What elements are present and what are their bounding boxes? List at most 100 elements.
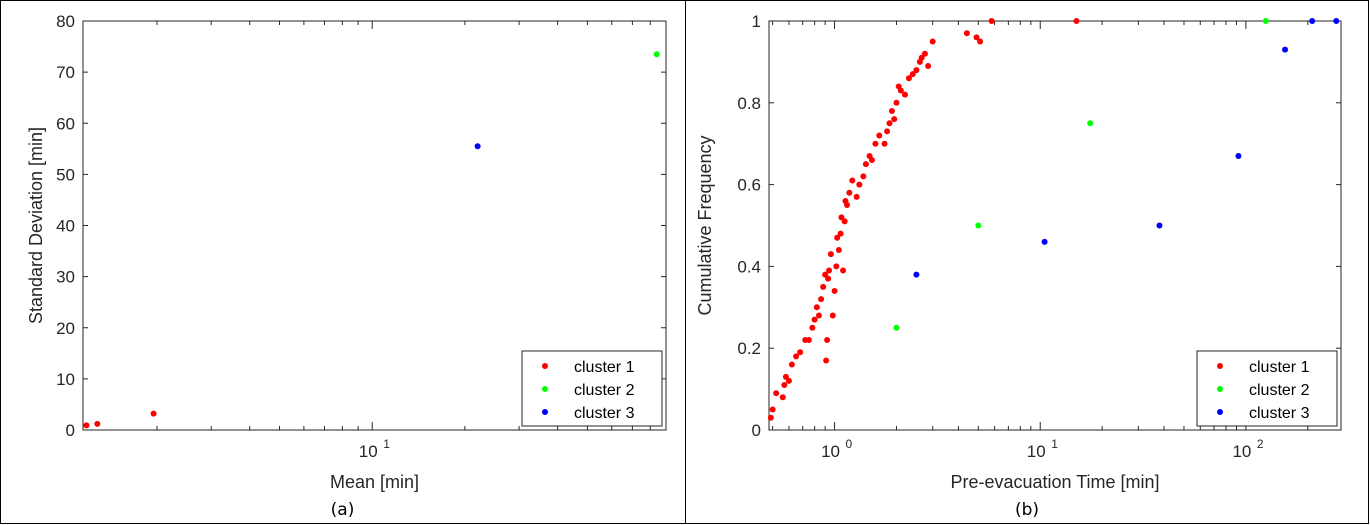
legend-label: cluster 1 xyxy=(1249,359,1310,376)
data-point xyxy=(813,304,820,311)
data-point xyxy=(767,414,774,421)
y-tick-label: 60 xyxy=(56,114,75,133)
data-point xyxy=(474,143,481,150)
legend-label: cluster 3 xyxy=(1249,405,1310,422)
data-point xyxy=(905,75,912,82)
x-tick-label: 10 xyxy=(359,442,378,461)
data-point xyxy=(811,316,818,323)
data-point xyxy=(1282,46,1289,53)
plot-area-box xyxy=(768,20,1342,431)
data-point xyxy=(653,51,660,58)
data-point xyxy=(929,38,936,45)
data-point xyxy=(862,161,869,168)
data-point xyxy=(840,267,847,274)
data-point xyxy=(886,120,893,127)
data-point xyxy=(773,390,780,397)
legend-label: cluster 2 xyxy=(574,382,635,399)
caption-a: (a) xyxy=(330,500,355,520)
x-tick-label: 10 xyxy=(821,442,840,461)
data-point xyxy=(921,50,928,57)
data-point xyxy=(872,140,879,147)
x-tick-label-exponent: 1 xyxy=(1051,437,1058,451)
data-point xyxy=(83,422,90,429)
legend-marker xyxy=(542,409,548,415)
data-point xyxy=(925,62,932,69)
legend-marker xyxy=(542,363,548,369)
data-point xyxy=(805,337,812,344)
y-tick-label: 0 xyxy=(66,421,75,440)
data-point xyxy=(823,357,830,364)
data-point xyxy=(797,349,804,356)
y-tick-label: 10 xyxy=(56,370,75,389)
data-point xyxy=(1041,238,1048,245)
legend-marker xyxy=(1217,409,1223,415)
data-point xyxy=(888,107,895,114)
data-point xyxy=(835,247,842,254)
data-point xyxy=(833,263,840,270)
data-point xyxy=(853,193,860,200)
data-point xyxy=(150,410,157,417)
data-point xyxy=(829,312,836,319)
y-tick-label: 80 xyxy=(56,12,75,31)
scatter-plot-a: 0 10 20 30 40 50 60 70 80 10 1 Mean [min] Standard D… xyxy=(26,12,667,492)
data-point xyxy=(1262,18,1269,24)
data-point xyxy=(913,67,920,74)
y-axis-label: Cumulative Frequency xyxy=(695,135,715,315)
data-point xyxy=(868,157,875,164)
y-axis-label: Standard Deviation [min] xyxy=(26,127,46,324)
data-point xyxy=(824,337,831,344)
x-tick-label: 10 xyxy=(1232,442,1251,461)
data-point xyxy=(881,140,888,147)
data-point xyxy=(820,283,827,290)
x-tick-label-exponent: 0 xyxy=(846,437,853,451)
data-point xyxy=(1235,152,1242,159)
y-tick-label: 0.8 xyxy=(737,94,761,113)
data-point xyxy=(897,87,904,94)
data-point xyxy=(901,91,908,98)
data-point xyxy=(1156,222,1163,229)
panel-b: 0 0.2 0.4 0.6 0.8 1 10 0 10 1 10 2 Pre-evacuation Ti… xyxy=(685,0,1369,524)
data-point xyxy=(860,173,867,180)
data-point xyxy=(769,406,776,413)
data-point xyxy=(909,71,916,78)
legend-label: cluster 2 xyxy=(1249,382,1310,399)
data-point xyxy=(838,214,845,221)
data-point xyxy=(782,373,789,380)
data-point xyxy=(844,202,851,209)
y-tick-label: 0.2 xyxy=(737,339,761,358)
legend-label: cluster 3 xyxy=(574,405,635,422)
data-point xyxy=(94,420,101,427)
data-point xyxy=(826,267,833,274)
data-point xyxy=(973,34,980,41)
data-point xyxy=(841,218,848,225)
legend-marker xyxy=(542,386,548,392)
data-point xyxy=(809,324,816,331)
legend-marker xyxy=(1217,386,1223,392)
data-point xyxy=(837,230,844,237)
data-point xyxy=(893,99,900,106)
caption-b: (b) xyxy=(1014,500,1040,520)
data-point xyxy=(825,275,832,282)
data-point xyxy=(779,394,786,401)
data-point xyxy=(963,30,970,37)
y-tick-label: 0.6 xyxy=(737,176,761,195)
data-point xyxy=(831,287,838,294)
y-tick-label: 40 xyxy=(56,217,75,236)
data-point xyxy=(884,128,891,135)
data-point xyxy=(827,251,834,258)
x-tick-label-exponent: 1 xyxy=(383,437,390,451)
data-point xyxy=(876,132,883,139)
x-axis-label: Pre-evacuation Time [min] xyxy=(950,472,1159,492)
data-point xyxy=(891,116,898,123)
legend-marker xyxy=(1217,363,1223,369)
x-tick-label: 10 xyxy=(1027,442,1046,461)
y-tick-label: 70 xyxy=(56,63,75,82)
data-point xyxy=(988,18,995,24)
y-tick-label: 1 xyxy=(752,12,761,31)
legend-label: cluster 1 xyxy=(574,359,635,376)
data-point xyxy=(781,382,788,389)
data-point xyxy=(1309,18,1316,24)
y-tick-label: 0 xyxy=(752,421,761,440)
data-point xyxy=(793,353,800,360)
